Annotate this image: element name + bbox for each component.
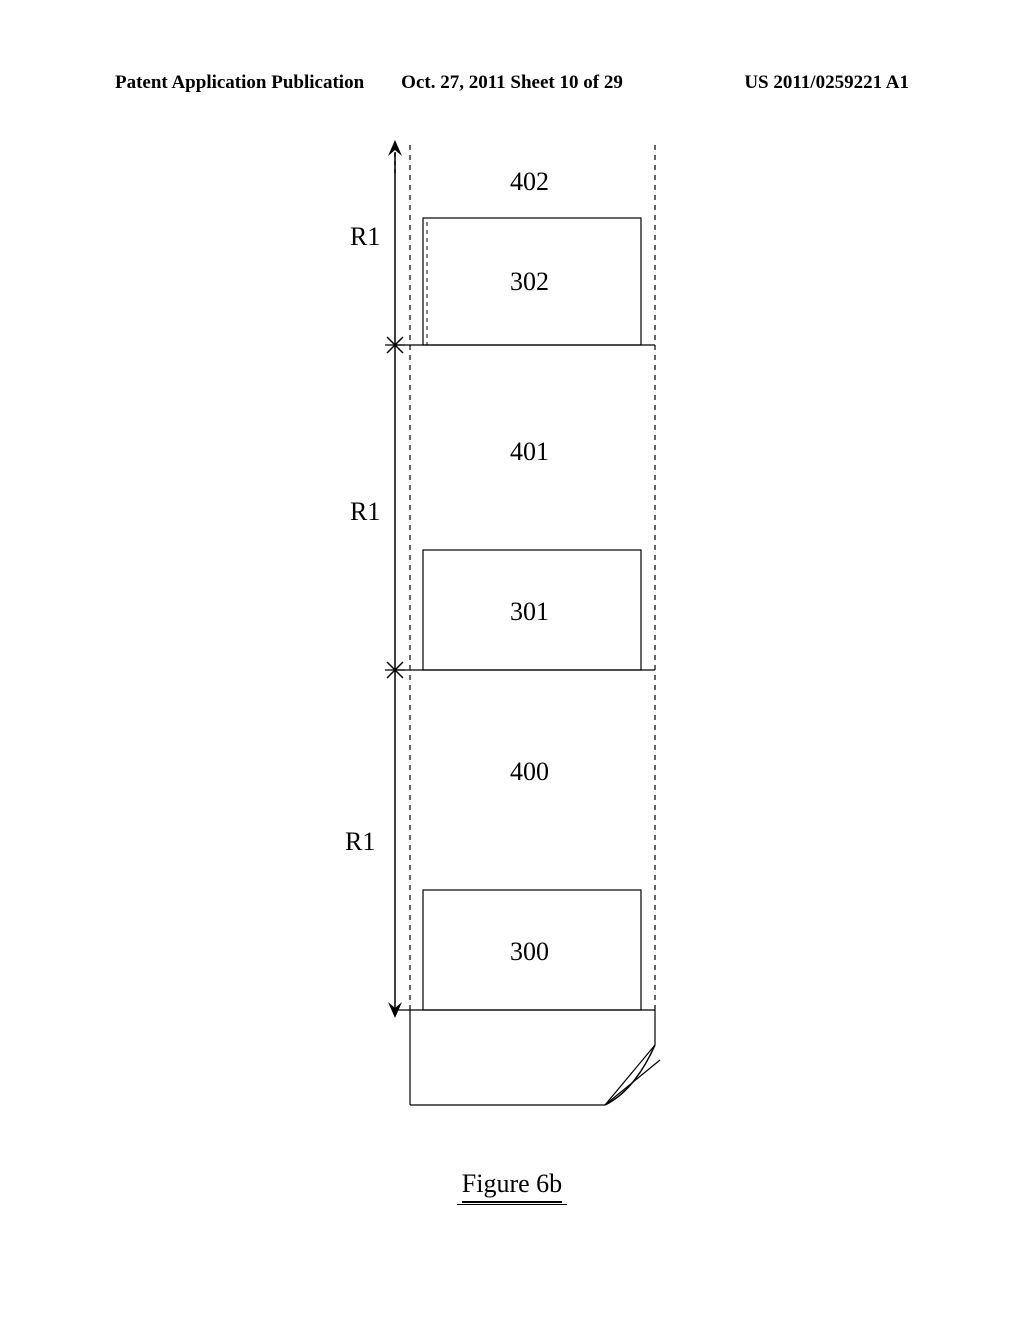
- caption-underline: [457, 1204, 567, 1205]
- label-402: 402: [510, 167, 549, 196]
- header-publication: Patent Application Publication: [115, 72, 380, 94]
- label-400: 400: [510, 757, 549, 786]
- label-r1-bottom: R1: [345, 827, 375, 856]
- page-curl: [410, 1010, 660, 1105]
- label-401: 401: [510, 437, 549, 466]
- label-r1-top: R1: [350, 222, 380, 251]
- header-patent-number: US 2011/0259221 A1: [644, 72, 909, 94]
- figure-caption: Figure 6b: [0, 1169, 1024, 1205]
- caption-text: Figure 6b: [462, 1169, 562, 1203]
- label-302: 302: [510, 267, 549, 296]
- label-301: 301: [510, 597, 549, 626]
- label-300: 300: [510, 937, 549, 966]
- page-header: Patent Application Publication Oct. 27, …: [0, 72, 1024, 94]
- header-date-sheet: Oct. 27, 2011 Sheet 10 of 29: [380, 72, 645, 94]
- label-r1-middle: R1: [350, 497, 380, 526]
- patent-diagram: R1 R1 R1 402 302 401 301 400 300: [335, 140, 715, 1150]
